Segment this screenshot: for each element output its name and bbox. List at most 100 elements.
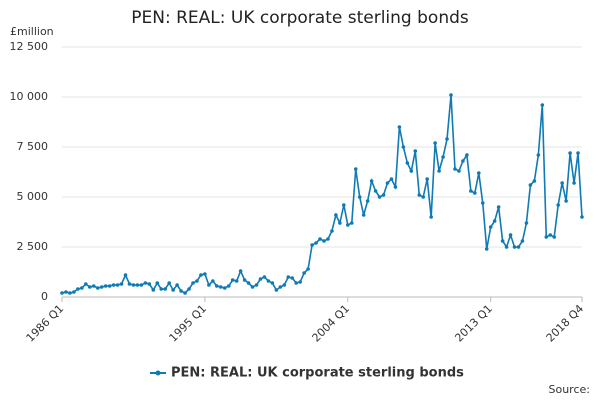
legend-label: PEN: REAL: UK corporate sterling bonds — [171, 366, 464, 381]
data-point — [242, 278, 247, 282]
data-point — [441, 155, 445, 159]
data-point — [111, 283, 116, 287]
data-point — [564, 199, 568, 203]
data-point — [115, 283, 120, 287]
data-point — [306, 267, 310, 271]
data-point — [246, 281, 251, 285]
data-point — [262, 275, 267, 279]
y-tick-label: 0 — [41, 290, 48, 303]
data-point — [365, 199, 370, 203]
data-point — [512, 245, 517, 249]
data-point — [135, 283, 140, 287]
data-point — [87, 285, 92, 289]
data-point — [457, 169, 461, 173]
data-point — [302, 271, 306, 275]
data-point — [175, 283, 179, 287]
data-point — [536, 153, 541, 157]
data-point — [465, 153, 469, 157]
chart-title: PEN: REAL: UK corporate sterling bonds — [131, 8, 469, 28]
data-point — [504, 245, 509, 249]
data-point — [413, 149, 418, 153]
data-point — [203, 272, 207, 276]
data-point — [492, 219, 497, 223]
data-point — [318, 237, 322, 241]
data-point — [139, 283, 144, 287]
data-point — [199, 273, 203, 277]
y-tick-label: 10 000 — [10, 90, 49, 103]
data-point — [151, 288, 156, 292]
data-point — [163, 287, 168, 291]
data-point — [179, 289, 183, 293]
data-point — [508, 233, 513, 237]
data-point — [405, 161, 410, 165]
data-point — [476, 171, 481, 175]
data-point — [99, 285, 104, 289]
data-point — [103, 284, 108, 288]
data-point — [80, 286, 84, 290]
data-point — [187, 287, 191, 291]
data-point — [314, 241, 318, 245]
data-point — [437, 169, 441, 173]
data-point — [496, 205, 501, 209]
data-point — [453, 167, 457, 171]
data-point — [449, 93, 453, 97]
data-point — [76, 287, 80, 291]
data-point — [389, 177, 394, 181]
data-point — [353, 167, 358, 171]
data-point — [322, 239, 326, 243]
data-point — [361, 213, 366, 217]
data-point — [60, 291, 64, 295]
data-point — [334, 213, 338, 217]
data-point — [254, 283, 259, 287]
data-point — [95, 286, 100, 290]
data-point — [342, 203, 346, 207]
data-point — [155, 281, 160, 285]
legend-marker — [155, 370, 161, 376]
data-point — [480, 201, 485, 205]
data-point — [234, 279, 239, 283]
y-tick-label: 2 500 — [17, 240, 49, 253]
data-point — [433, 141, 437, 145]
data-point — [119, 282, 124, 286]
data-point — [548, 233, 553, 237]
data-point — [143, 281, 148, 285]
data-point — [294, 281, 298, 285]
data-point — [381, 193, 386, 197]
data-point — [556, 203, 560, 207]
data-point — [226, 284, 231, 288]
data-point — [393, 185, 398, 189]
data-point — [218, 285, 223, 289]
data-point — [68, 291, 72, 295]
data-point — [576, 151, 580, 155]
data-point — [207, 283, 211, 287]
data-point — [524, 221, 529, 225]
data-point — [258, 277, 263, 281]
data-point — [270, 281, 275, 285]
data-point — [230, 278, 235, 282]
data-point — [290, 276, 295, 280]
data-point — [64, 290, 68, 294]
data-point — [131, 283, 136, 287]
data-point — [191, 281, 195, 285]
data-point — [346, 223, 350, 227]
data-point — [568, 151, 572, 155]
x-tick-label: 2018 Q4 — [544, 302, 587, 345]
data-point — [215, 284, 219, 288]
data-point — [469, 189, 473, 193]
data-point — [560, 181, 564, 185]
y-axis-label: £million — [10, 25, 54, 38]
data-point — [445, 137, 449, 141]
data-point — [326, 237, 330, 241]
data-point — [377, 195, 382, 199]
data-point — [298, 280, 302, 284]
data-point — [572, 181, 576, 185]
data-point — [357, 195, 362, 199]
data-point — [127, 282, 132, 286]
data-point — [500, 239, 505, 243]
data-point — [167, 281, 171, 285]
series-line — [61, 94, 583, 294]
data-point — [274, 288, 279, 292]
y-tick-label: 12 500 — [10, 40, 49, 53]
data-point — [552, 235, 557, 239]
